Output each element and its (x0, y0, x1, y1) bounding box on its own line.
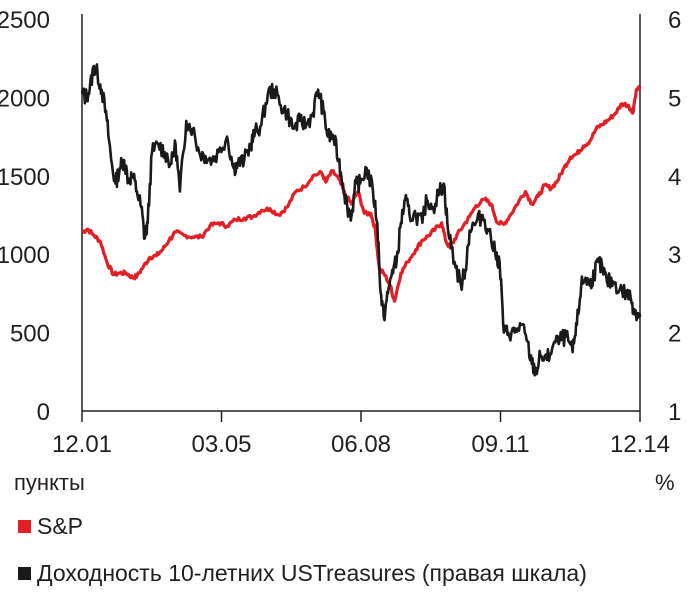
x-tick-label: 12.14 (610, 431, 670, 458)
legend-item-sp: S&P (18, 513, 83, 540)
x-tick-label: 03.05 (191, 431, 251, 458)
left-tick-label: 2500 (0, 7, 50, 34)
x-tick-label: 12.01 (52, 431, 112, 458)
x-axis-ticks: 12.01 03.05 06.08 09.11 12.14 (52, 431, 670, 458)
legend-label-ust: Доходность 10-летних USTreasures (правая… (37, 560, 587, 586)
right-tick-label: 1 (668, 399, 681, 426)
left-tick-label: 500 (10, 321, 50, 348)
right-tick-label: 3 (668, 242, 681, 269)
left-axis-ticks: 0 500 1000 1500 2000 2500 (0, 7, 50, 426)
left-tick-label: 1500 (0, 164, 50, 191)
sp-series-line (81, 85, 642, 303)
right-tick-label: 6 (668, 7, 681, 34)
right-tick-label: 4 (668, 164, 681, 191)
legend-swatch-ust (18, 567, 31, 580)
legend-swatch-sp (18, 520, 31, 533)
chart: 0 500 1000 1500 2000 2500 1 2 3 4 5 6 12.01 03.05 06… (0, 7, 681, 458)
right-axis-unit: % (655, 470, 675, 495)
x-tick-label: 06.08 (331, 431, 391, 458)
right-tick-label: 2 (668, 321, 681, 348)
right-tick-label: 5 (668, 85, 681, 112)
ust-yield-series-line (80, 63, 642, 377)
legend-item-ust: Доходность 10-летних USTreasures (правая… (18, 560, 587, 587)
left-axis-unit: пункты (14, 470, 85, 495)
left-tick-label: 0 (37, 399, 50, 426)
x-tick-label: 09.11 (471, 431, 529, 458)
legend-label-sp: S&P (37, 513, 84, 539)
right-axis-ticks: 1 2 3 4 5 6 (668, 7, 681, 426)
x-axis-tick-marks (81, 411, 641, 422)
left-tick-label: 2000 (0, 85, 50, 112)
left-tick-label: 1000 (0, 242, 50, 269)
